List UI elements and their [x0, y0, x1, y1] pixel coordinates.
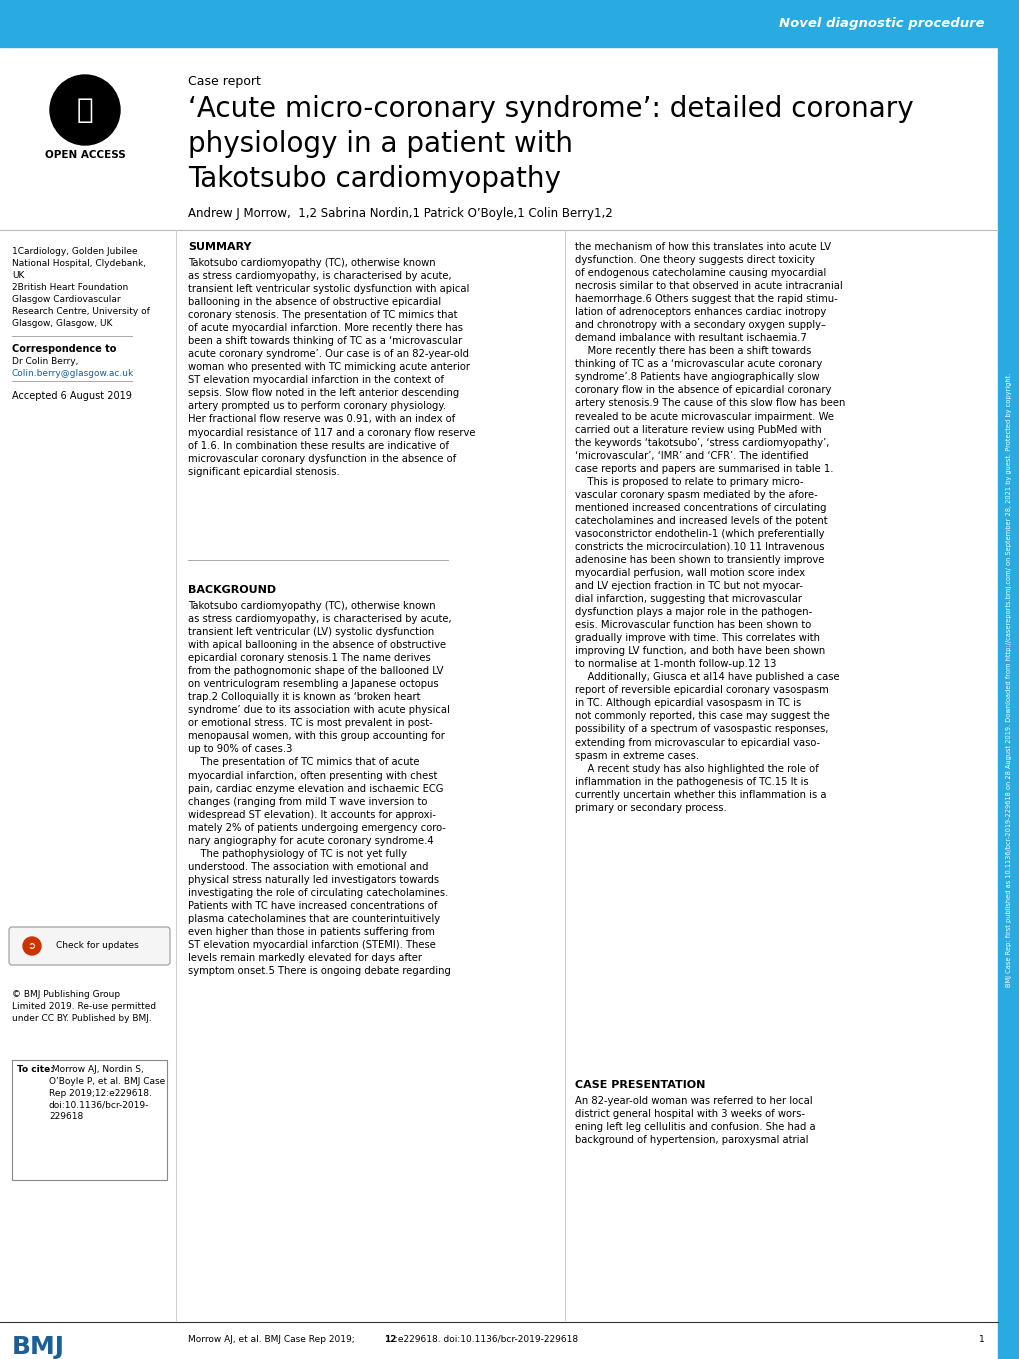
Text: 1: 1: [978, 1335, 984, 1344]
Text: the mechanism of how this translates into acute LV
dysfunction. One theory sugge: the mechanism of how this translates int…: [575, 242, 845, 813]
Text: Morrow AJ, Nordin S,
O’Boyle P, et al. BMJ Case
Rep 2019;12:e229618.
doi:10.1136: Morrow AJ, Nordin S, O’Boyle P, et al. B…: [49, 1065, 165, 1121]
Text: BMJ Case Rep: first published as 10.1136/bcr-2019-229618 on 28 August 2019. Down: BMJ Case Rep: first published as 10.1136…: [1005, 372, 1011, 987]
Circle shape: [23, 936, 41, 955]
Text: Dr Colin Berry,: Dr Colin Berry,: [12, 357, 78, 366]
Text: ➲: ➲: [28, 940, 36, 951]
Text: OPEN ACCESS: OPEN ACCESS: [45, 149, 125, 160]
Text: physiology in a patient with: physiology in a patient with: [187, 130, 573, 158]
Text: An 82-year-old woman was referred to her local
district general hospital with 3 : An 82-year-old woman was referred to her…: [575, 1095, 815, 1146]
Text: ‘Acute micro-coronary syndrome’: detailed coronary: ‘Acute micro-coronary syndrome’: detaile…: [187, 95, 913, 124]
Bar: [0, 0, 997, 48]
Text: Research Centre, University of: Research Centre, University of: [12, 307, 150, 317]
Text: Check for updates: Check for updates: [56, 942, 139, 950]
Text: 12: 12: [383, 1335, 396, 1344]
Text: Glasgow, Glasgow, UK: Glasgow, Glasgow, UK: [12, 319, 112, 328]
Text: To cite:: To cite:: [17, 1065, 54, 1074]
Text: Accepted 6 August 2019: Accepted 6 August 2019: [12, 391, 131, 401]
Bar: [997, 0, 1019, 1359]
Text: © BMJ Publishing Group
Limited 2019. Re-use permitted
under CC BY. Published by : © BMJ Publishing Group Limited 2019. Re-…: [12, 989, 156, 1022]
Text: Morrow AJ, et al. BMJ Case Rep 2019;: Morrow AJ, et al. BMJ Case Rep 2019;: [187, 1335, 355, 1344]
Text: :e229618. doi:10.1136/bcr-2019-229618: :e229618. doi:10.1136/bcr-2019-229618: [394, 1335, 578, 1344]
Text: 2British Heart Foundation: 2British Heart Foundation: [12, 283, 128, 292]
Text: Correspondence to: Correspondence to: [12, 344, 116, 353]
Text: Novel diagnostic procedure: Novel diagnostic procedure: [779, 16, 984, 30]
Text: Colin.berry@glasgow.ac.uk: Colin.berry@glasgow.ac.uk: [12, 370, 135, 378]
Text: ⚿: ⚿: [76, 96, 93, 124]
Text: BMJ: BMJ: [12, 1335, 65, 1359]
Text: Case report: Case report: [187, 75, 261, 88]
Text: Andrew J Morrow,  1,2 Sabrina Nordin,1 Patrick O’Boyle,1 Colin Berry1,2: Andrew J Morrow, 1,2 Sabrina Nordin,1 Pa…: [187, 207, 612, 220]
Text: National Hospital, Clydebank,: National Hospital, Clydebank,: [12, 260, 146, 268]
Text: UK: UK: [12, 270, 24, 280]
Text: SUMMARY: SUMMARY: [187, 242, 252, 251]
Text: Takotsubo cardiomyopathy (TC), otherwise known
as stress cardiomyopathy, is char: Takotsubo cardiomyopathy (TC), otherwise…: [187, 601, 451, 976]
FancyBboxPatch shape: [12, 1060, 167, 1180]
Text: BACKGROUND: BACKGROUND: [187, 584, 276, 595]
Circle shape: [50, 75, 120, 145]
Text: CASE PRESENTATION: CASE PRESENTATION: [575, 1080, 705, 1090]
Text: Glasgow Cardiovascular: Glasgow Cardiovascular: [12, 295, 120, 304]
FancyBboxPatch shape: [9, 927, 170, 965]
Text: Takotsubo cardiomyopathy: Takotsubo cardiomyopathy: [187, 164, 560, 193]
Text: Takotsubo cardiomyopathy (TC), otherwise known
as stress cardiomyopathy, is char: Takotsubo cardiomyopathy (TC), otherwise…: [187, 258, 475, 477]
Text: 1Cardiology, Golden Jubilee: 1Cardiology, Golden Jubilee: [12, 247, 138, 255]
